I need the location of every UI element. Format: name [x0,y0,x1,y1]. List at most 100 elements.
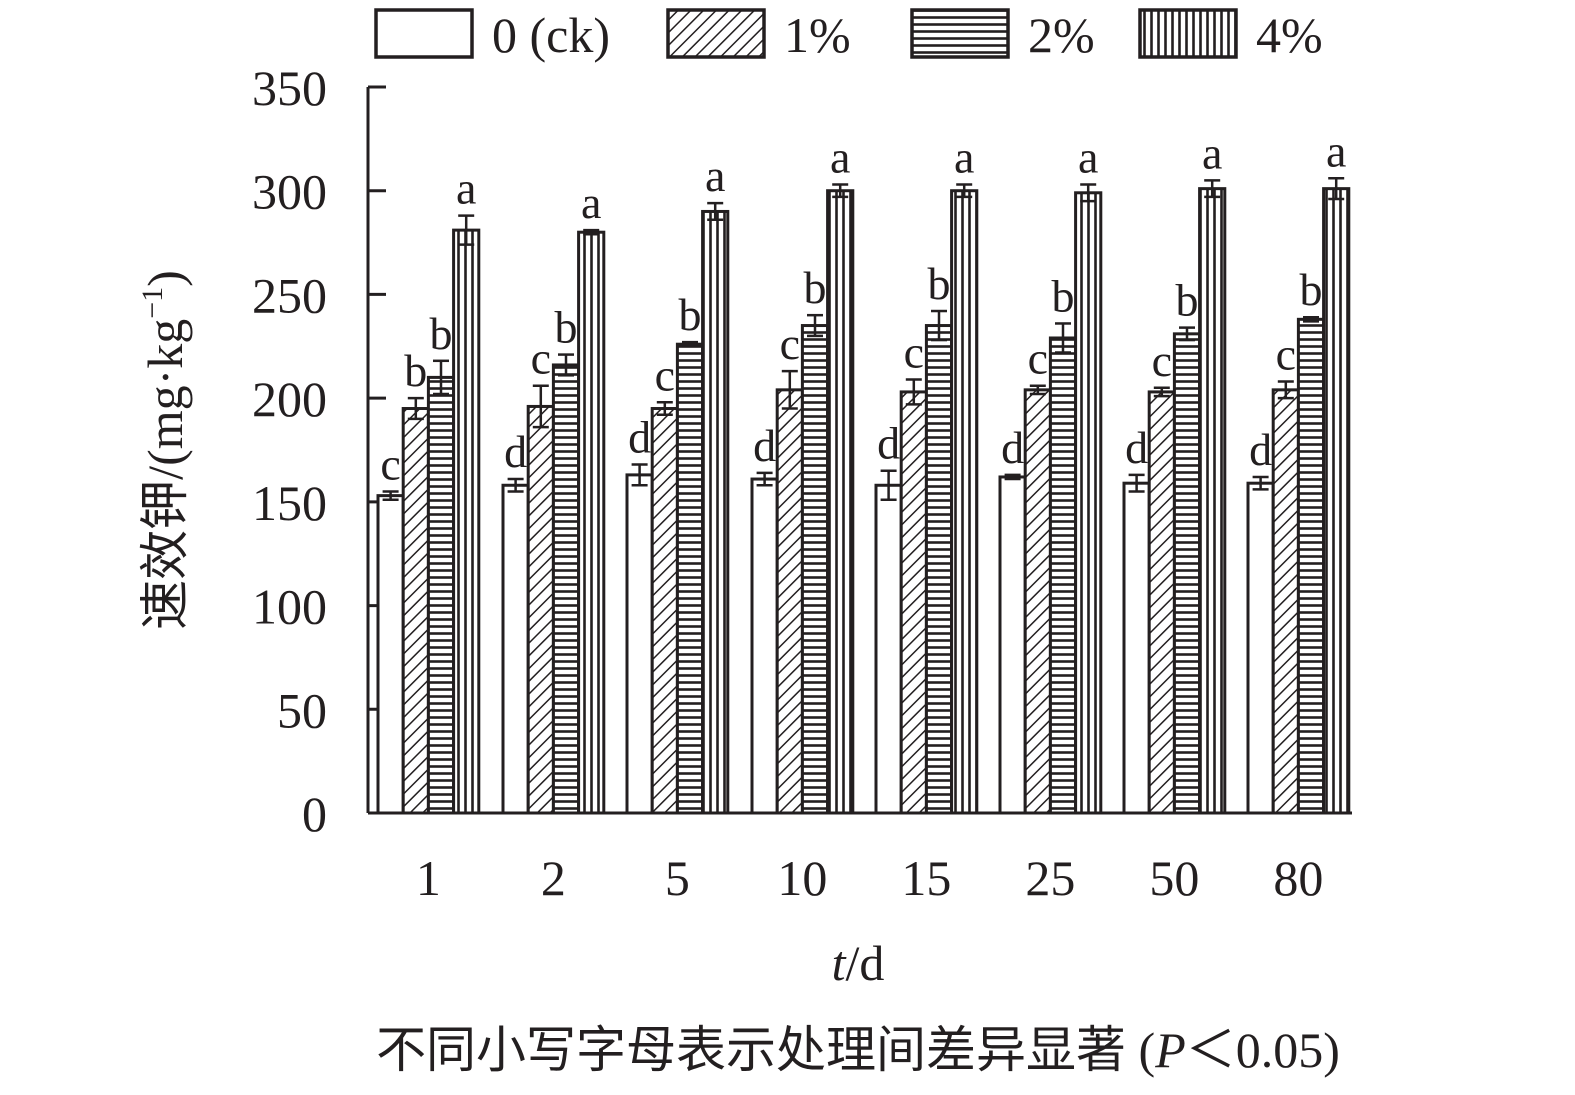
y-tick-label: 50 [277,682,327,738]
bar [775,388,804,815]
x-tick-label: 2 [541,850,566,906]
bar [750,477,779,815]
significance-note-rest: ＜0.05) [1186,1022,1340,1078]
bar [1322,187,1351,815]
bar [899,390,928,815]
x-tick-label: 15 [901,850,951,906]
x-axis-title: t/d [832,935,885,991]
significance-letter: c [1152,335,1172,386]
significance-letter: d [504,426,527,477]
y-tick-label: 100 [252,579,327,635]
significance-letter: a [1202,127,1222,178]
bar [675,342,705,815]
significance-letter: c [904,326,924,377]
significance-letter: d [1249,424,1272,475]
significance-letter: b [1052,270,1075,321]
significance-letter: c [1028,333,1048,384]
y-tick-label: 250 [252,267,327,323]
x-axis-title-unit: /d [846,935,885,991]
x-axis-title-variable: t [832,935,847,991]
x-tick-label: 25 [1025,850,1075,906]
bar [826,189,855,815]
significance-letter: b [555,302,578,353]
bar [401,407,430,815]
x-tick-label: 10 [777,850,827,906]
bar [1122,481,1151,815]
bar [1198,187,1227,815]
legend: 0 (ck) 1% 2% 4% [374,7,1323,63]
legend-swatch [374,8,474,59]
bar [1246,481,1275,815]
bar [551,363,581,815]
legend-label: 2% [1028,7,1095,63]
legend-label: 0 (ck) [492,7,610,63]
bar [1172,332,1202,815]
x-tick-label: 80 [1273,850,1323,906]
x-tick-label: 50 [1149,850,1199,906]
bar [526,404,555,815]
bar [1296,317,1326,815]
y-axis-title: 速效钾/(mg·kg−1) [136,270,193,630]
bar [1048,336,1078,815]
y-axis-title-superscript: −1 [136,287,169,319]
significance-letter: d [877,418,900,469]
significance-letter: d [1001,422,1024,473]
legend-swatch [1138,8,1238,59]
bar [426,375,456,815]
significance-note-text: 不同小写字母表示处理间差异显著 ( [376,1022,1155,1078]
x-tick-label: 1 [416,850,441,906]
significance-letter: b [1300,264,1323,315]
y-axis-title-close: ) [137,270,193,287]
significance-letter: a [954,131,974,182]
bar [577,230,606,815]
bar [950,189,979,815]
y-tick-label: 300 [252,164,327,220]
y-axis-title-main: 速效钾/(mg·kg [137,319,193,630]
significance-letter: c [1276,329,1296,380]
bar [701,209,730,815]
bar [376,494,405,815]
bar [998,475,1027,815]
significance-letter: b [679,289,702,340]
legend-swatch [666,8,766,59]
x-tick-label: 5 [665,850,690,906]
bar [1023,388,1052,815]
y-axis: 0 50 100 150 200 250 300 350 [252,60,386,842]
x-axis: 1 2 5 10 15 25 50 80 [368,811,1352,906]
y-tick-label: 150 [252,475,327,531]
y-tick-label: 350 [252,60,327,116]
significance-letter: a [1078,131,1098,182]
significance-letter: b [404,345,427,396]
significance-letter: b [804,262,827,313]
significance-note: 不同小写字母表示处理间差异显著 (P＜0.05) [376,1022,1340,1078]
significance-note-variable: P [1154,1022,1186,1078]
bar [1271,388,1300,815]
significance-letter: a [581,177,601,228]
significance-letter: d [1125,422,1148,473]
bar [501,483,530,815]
significance-letter: c [380,438,400,489]
bar [924,324,954,815]
bars: c d d d d d d db c cc c c c cb b bb b b b ba aa a a a a a [376,125,1351,815]
significance-letter: a [830,131,850,182]
legend-label: 1% [784,7,851,63]
bar [1074,191,1103,815]
bar [1147,390,1176,815]
significance-letter: b [430,308,453,359]
significance-letter: d [753,420,776,471]
bar [874,483,903,815]
significance-letter: a [1326,125,1346,176]
significance-letter: b [1176,275,1199,326]
significance-letter: b [928,258,951,309]
bar [452,228,481,815]
significance-letter: c [780,318,800,369]
bar [650,407,679,815]
bar [800,324,830,815]
significance-letter: c [531,333,551,384]
legend-label: 4% [1256,7,1323,63]
legend-swatch [910,8,1010,59]
y-tick-label: 200 [252,371,327,427]
y-tick-label: 0 [302,786,327,842]
